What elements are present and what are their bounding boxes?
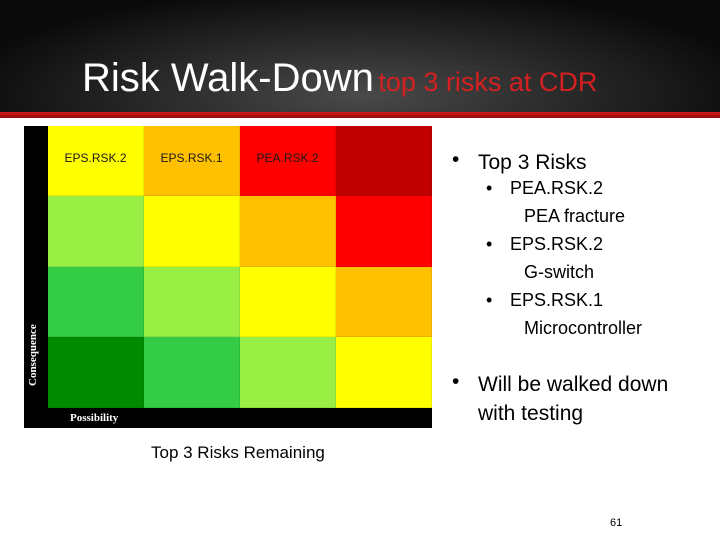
risk-cell: [144, 337, 240, 408]
risk-id: EPS.RSK.2: [510, 234, 604, 254]
risk-cell: [144, 267, 240, 337]
risk-id: PEA.RSK.2: [510, 178, 604, 198]
risk-cell: EPS.RSK.1: [144, 126, 240, 196]
bullet-walked-down-line2: with testing: [478, 402, 584, 425]
bullet-dot-icon: •: [452, 370, 460, 393]
risk-cell: [48, 196, 144, 267]
risk-cell: [336, 267, 432, 337]
title-subtitle: top 3 risks at CDR: [378, 67, 598, 97]
risk-description: Microcontroller: [524, 318, 643, 338]
risk-cell: [240, 196, 336, 267]
risk-description: G-switch: [524, 262, 595, 282]
bullet-dot-icon: •: [452, 148, 460, 171]
bullet-top-risks-text: Top 3 Risks: [478, 151, 587, 174]
x-axis-label: Possibility: [70, 412, 119, 424]
risk-cell: [144, 196, 240, 267]
bullet-walked-down-line1: Will be walked down: [478, 373, 669, 396]
title-main: Risk Walk-Down: [82, 56, 374, 100]
risk-description: PEA fracture: [524, 206, 626, 226]
risk-cell: PEA.RSK.2: [240, 126, 336, 196]
risk-cell: [48, 337, 144, 408]
slide-title: Risk Walk-Down top 3 risks at CDR: [82, 56, 597, 101]
risk-cell-label: PEA.RSK.2: [256, 151, 319, 165]
matrix-caption: Top 3 Risks Remaining: [151, 443, 325, 462]
header-background: [0, 0, 720, 112]
risk-cell: [336, 126, 432, 196]
risk-cell: [240, 267, 336, 337]
bullet-dot-icon: •: [486, 234, 493, 254]
page-number: 61: [610, 517, 623, 529]
risk-cell: EPS.RSK.2: [48, 126, 144, 196]
risk-cell: [240, 337, 336, 408]
header-divider: [0, 112, 720, 118]
bullet-dot-icon: •: [486, 178, 493, 198]
y-axis-label: Consequence: [27, 324, 39, 386]
bullet-dot-icon: •: [486, 290, 493, 310]
risk-matrix-grid: EPS.RSK.2 EPS.RSK.1 PEA.RSK.2: [48, 126, 432, 408]
risk-id: EPS.RSK.1: [510, 290, 604, 310]
risk-cell: [336, 196, 432, 267]
risk-cell: [336, 337, 432, 408]
risk-cell: [48, 267, 144, 337]
risk-cell-label: EPS.RSK.2: [64, 151, 127, 165]
risk-cell-label: EPS.RSK.1: [160, 151, 223, 165]
